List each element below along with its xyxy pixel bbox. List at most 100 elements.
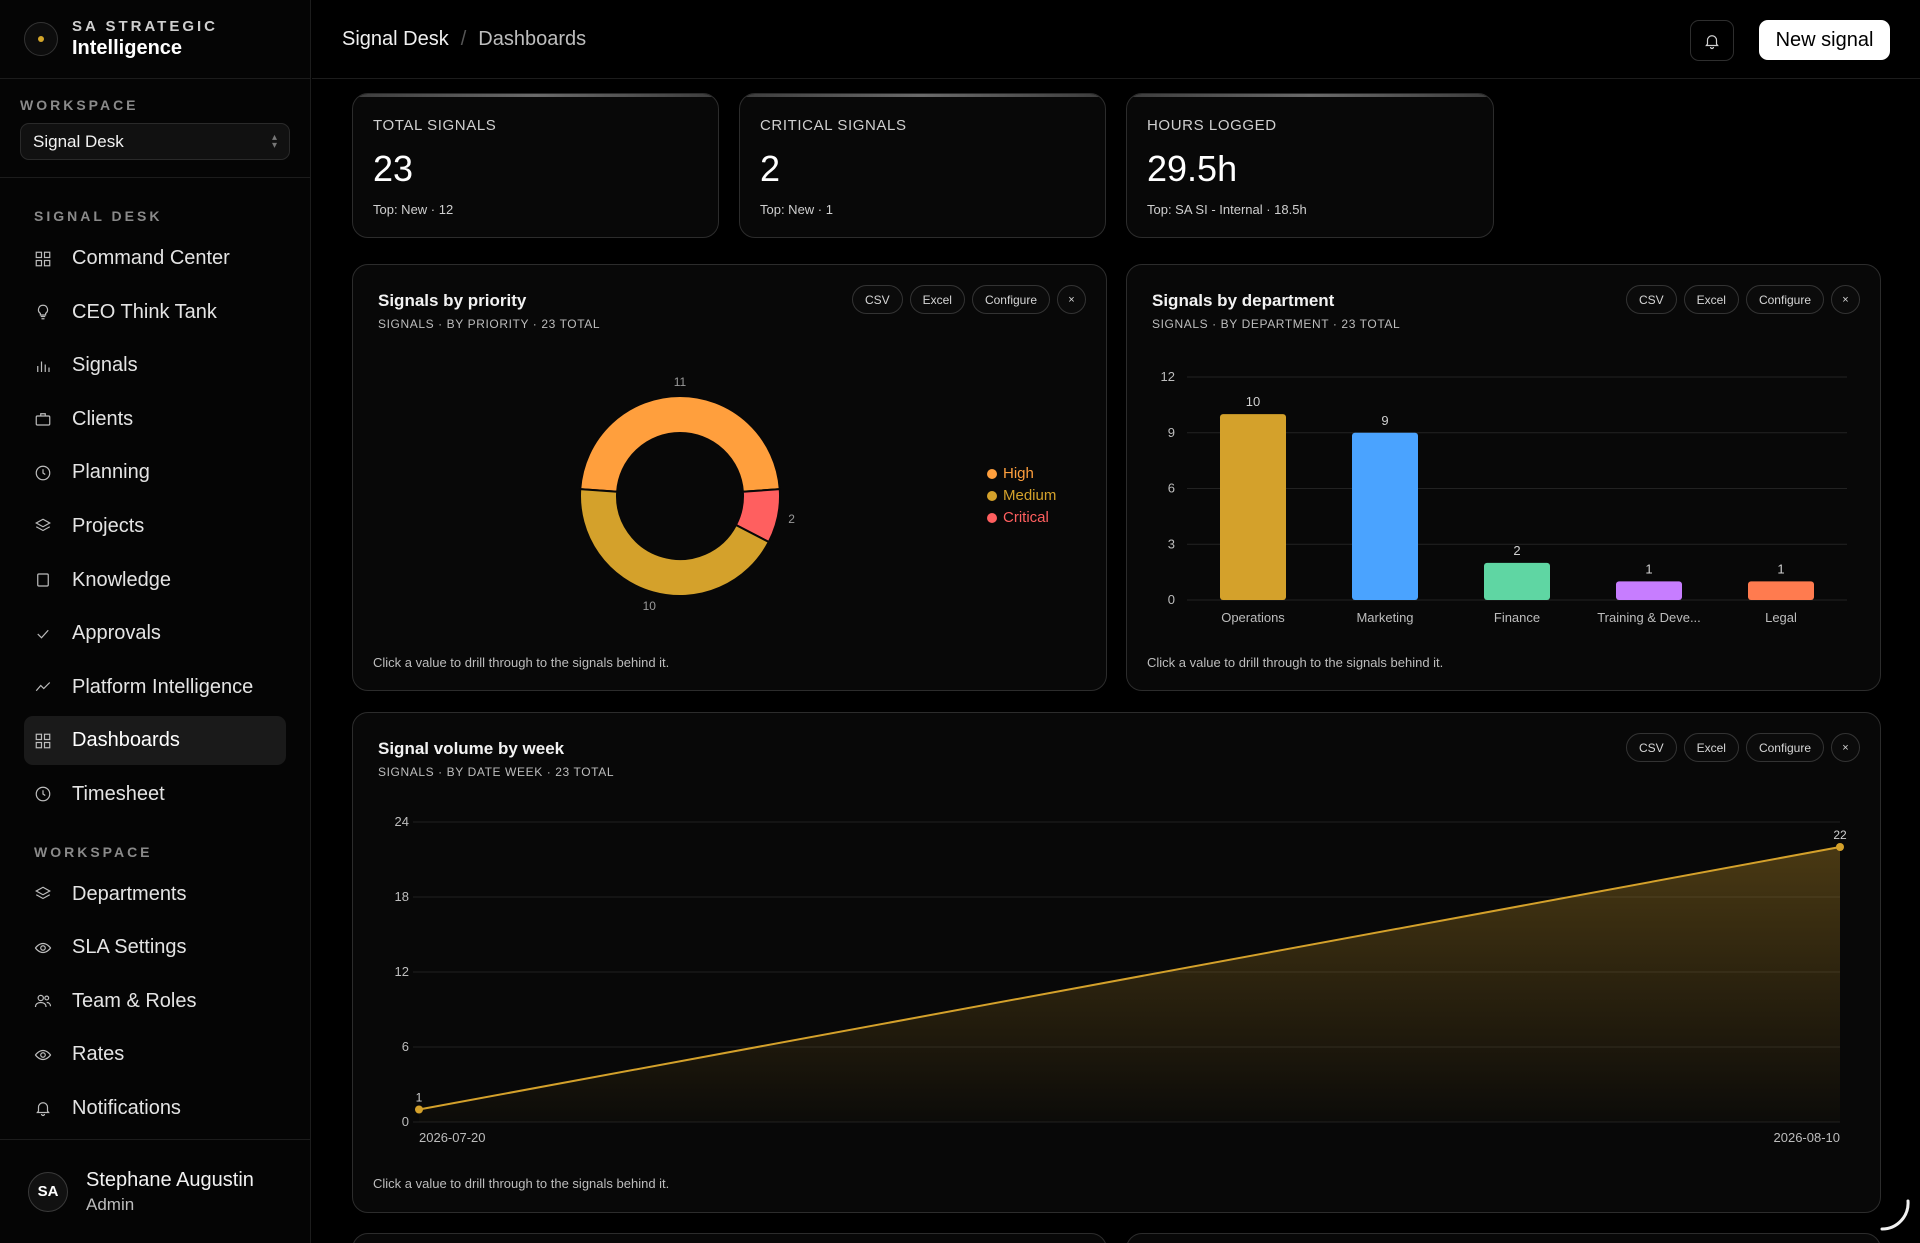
lightbulb-icon [34,303,52,321]
stat-card-total[interactable]: TOTAL SIGNALS 23 Top: New · 12 [352,93,719,238]
department-bar-chart[interactable]: 0 3 6 9 12 10 Operations 9 Marketing 2 Finance 1 Tra… [1127,265,1881,691]
bar-value-label: 9 [1381,413,1388,428]
brand[interactable]: SA STRATEGIC Intelligence [0,0,310,79]
y-tick-label: 0 [402,1114,409,1129]
panel-week: Signal volume by week SIGNALS · BY DATE … [352,712,1881,1213]
bar[interactable] [1352,432,1418,600]
legend-dot [987,469,997,479]
y-tick-label: 6 [402,1039,409,1054]
workspace-label: WORKSPACE [20,97,139,113]
stat-sub: Top: New · 1 [760,202,833,217]
sidebar-item-command-center[interactable]: Command Center [24,234,286,283]
configure-button[interactable]: Configure [1745,733,1824,762]
bar-value-label: 1 [1645,561,1652,576]
legend-item-critical[interactable]: Critical [987,507,1056,529]
data-point[interactable] [415,1105,423,1114]
excel-button[interactable]: Excel [1683,733,1739,762]
user-profile[interactable]: SA Stephane Augustin Admin [0,1139,310,1243]
breadcrumb-root[interactable]: Signal Desk [342,27,449,50]
eye-icon [34,939,52,957]
bar-value-label: 10 [1246,394,1260,409]
sidebar-item-label: SLA Settings [72,936,187,959]
layers-icon [34,517,52,535]
workspace-select[interactable]: Signal Desk ▴ ▾ [20,123,290,160]
breadcrumb-separator: / [460,27,467,50]
user-name: Stephane Augustin [86,1168,254,1191]
priority-donut-chart[interactable]: 11 2 10 [353,265,1107,691]
csv-button[interactable]: CSV [851,285,903,314]
stat-value: 2 [760,148,781,189]
close-panel-button[interactable]: × [1831,733,1860,762]
clock-icon [34,785,52,803]
stat-card-critical[interactable]: CRITICAL SIGNALS 2 Top: New · 1 [739,93,1106,238]
sidebar-item-clients[interactable]: Clients [24,395,286,444]
panel-department: Signals by department SIGNALS · BY DEPAR… [1126,264,1881,691]
sidebar-item-ceo-think-tank[interactable]: CEO Think Tank [24,288,286,337]
nav-section-label: SIGNAL DESK [34,208,163,224]
chart-legend: High Medium Critical [987,463,1056,529]
panel-title: Signals by priority [378,291,527,310]
close-panel-button[interactable]: × [1831,285,1860,314]
configure-button[interactable]: Configure [971,285,1050,314]
stat-card-hours[interactable]: HOURS LOGGED 29.5h Top: SA SI - Internal… [1126,93,1494,238]
x-tick-label: Training & Deve... [1597,610,1701,625]
close-panel-button[interactable]: × [1057,285,1086,314]
donut-slice-high[interactable] [579,395,781,493]
bar[interactable] [1220,414,1286,600]
panel-title: Signal volume by week [378,739,565,758]
sidebar-item-label: Knowledge [72,568,171,591]
sidebar-item-team-and-roles[interactable]: Team & Roles [24,977,286,1026]
y-tick-label: 12 [395,964,409,979]
excel-button[interactable]: Excel [909,285,965,314]
check-icon [34,625,52,643]
sidebar-item-label: Approvals [72,622,161,645]
series-line [418,846,1841,1111]
legend-item-high[interactable]: High [987,463,1056,485]
csv-button[interactable]: CSV [1625,285,1677,314]
chevron-updown-icon: ▴ ▾ [271,131,277,151]
sidebar-item-signals[interactable]: Signals [24,341,286,390]
nav: SIGNAL DESK Command Center CEO Think Tank S… [0,178,310,1133]
bar[interactable] [1748,581,1814,600]
avatar: SA [28,1171,68,1212]
week-area-chart[interactable]: 0 6 12 18 24 1 2026-07-20 22 2026-08-10 [353,713,1881,1213]
sidebar-item-platform-intelligence[interactable]: Platform Intelligence [24,663,286,712]
legend-dot [987,513,997,523]
sidebar-item-dashboards[interactable]: Dashboards [24,716,286,766]
workspace-select-value: Signal Desk [33,131,124,151]
configure-button[interactable]: Configure [1745,285,1824,314]
sidebar-item-rates[interactable]: Rates [24,1030,286,1079]
bell-icon [34,1099,52,1117]
bar[interactable] [1616,581,1682,600]
sidebar-item-label: Team & Roles [72,989,197,1012]
panel-actions: CSV Excel Configure × [851,285,1086,314]
new-signal-button[interactable]: New signal [1759,20,1890,60]
sidebar-item-timesheet[interactable]: Timesheet [24,770,286,819]
sidebar-item-approvals[interactable]: Approvals [24,609,286,658]
legend-label: Critical [1003,509,1049,526]
data-point[interactable] [1836,843,1844,851]
sidebar-item-projects[interactable]: Projects [24,502,286,551]
legend-item-medium[interactable]: Medium [987,485,1056,507]
sidebar-item-departments[interactable]: Departments [24,870,286,919]
notifications-button[interactable] [1690,20,1734,61]
sidebar-item-label: Dashboards [72,729,180,752]
donut-value-label: 11 [674,375,687,389]
csv-button[interactable]: CSV [1625,733,1677,762]
stat-label: TOTAL SIGNALS [373,117,497,134]
sidebar-item-planning[interactable]: Planning [24,448,286,497]
bar[interactable] [1484,562,1550,600]
legend-dot [987,491,997,501]
y-tick-label: 24 [395,814,409,829]
workspace-block: WORKSPACE Signal Desk ▴ ▾ [0,79,310,178]
layers-icon [34,885,52,903]
sidebar: SA STRATEGIC Intelligence WORKSPACE Sign… [0,0,311,1243]
x-tick-label: Marketing [1356,610,1413,625]
bar-value-label: 1 [1777,561,1784,576]
donut-slice-medium[interactable] [579,488,771,597]
sidebar-item-knowledge[interactable]: Knowledge [24,556,286,605]
sidebar-item-sla-settings[interactable]: SLA Settings [24,923,286,972]
excel-button[interactable]: Excel [1683,285,1739,314]
sidebar-item-notifications[interactable]: Notifications [24,1084,286,1133]
sidebar-item-label: Timesheet [72,782,165,805]
